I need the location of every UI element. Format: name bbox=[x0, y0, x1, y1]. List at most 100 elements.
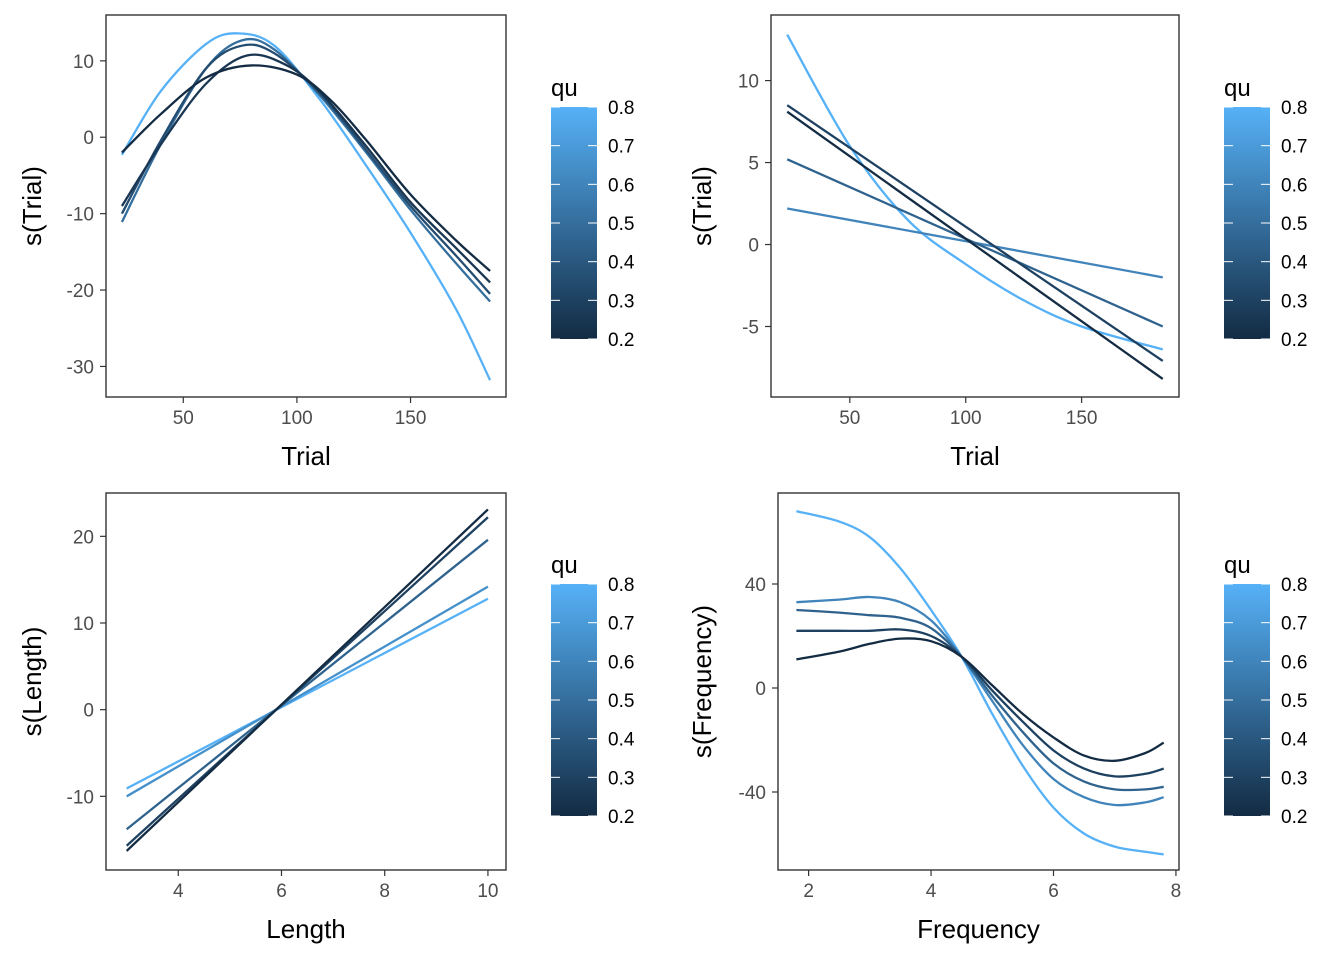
legend-label: 0.5 bbox=[608, 691, 634, 712]
x-tick-label: 4 bbox=[173, 881, 184, 902]
y-axis-title: s(Frequency) bbox=[687, 605, 717, 758]
legend-label: 0.5 bbox=[1281, 691, 1307, 712]
series-line-5 bbox=[125, 508, 489, 852]
legend-label: 0.7 bbox=[1281, 137, 1307, 158]
y-axis-title: s(Trial) bbox=[17, 166, 47, 246]
series-line-1 bbox=[126, 597, 489, 790]
x-tick-label: 150 bbox=[395, 408, 427, 429]
legend-label: 0.6 bbox=[608, 652, 634, 673]
legend-label: 0.5 bbox=[1281, 214, 1307, 235]
y-tick-label: 10 bbox=[73, 614, 94, 635]
series-line-3 bbox=[796, 608, 1164, 792]
y-tick-label: -30 bbox=[67, 357, 94, 378]
series-group bbox=[125, 508, 489, 852]
legend-label: 0.7 bbox=[608, 614, 634, 635]
legend-label: 0.7 bbox=[608, 137, 634, 158]
series-line-5 bbox=[786, 110, 1164, 380]
x-tick-label: 4 bbox=[926, 881, 937, 902]
x-tick-label: 100 bbox=[950, 408, 982, 429]
series-line-3 bbox=[786, 158, 1164, 328]
legend-colorbar: qu 0.8 0.7 0.6 0.5 0.4 0.3 0.2 bbox=[551, 552, 635, 828]
legend-label: 0.5 bbox=[608, 214, 634, 235]
series-line-1 bbox=[120, 32, 492, 381]
legend-label: 0.4 bbox=[608, 253, 635, 274]
legend-title: qu bbox=[551, 552, 578, 579]
panel-3: 4 6 8 10 20 10 0 -10 Length s(Length) qu 0.8 0.7 0.6 0… bbox=[17, 492, 635, 944]
legend-label: 0.8 bbox=[1281, 575, 1307, 596]
series-line-4 bbox=[120, 53, 491, 284]
legend-colorbar: qu 0.8 0.7 0.6 0.5 0.4 0.3 0.2 bbox=[1224, 552, 1308, 828]
x-tick-label: 100 bbox=[281, 408, 313, 429]
series-line-3 bbox=[120, 43, 491, 295]
legend-label: 0.3 bbox=[1281, 291, 1307, 312]
legend-label: 0.2 bbox=[608, 330, 634, 351]
series-line-1 bbox=[786, 34, 1164, 351]
legend-label: 0.6 bbox=[1281, 652, 1307, 673]
panel-border bbox=[105, 14, 507, 398]
y-tick-label: -40 bbox=[739, 783, 766, 804]
legend-colorbar: qu 0.8 0.7 0.6 0.5 0.4 0.3 0.2 bbox=[551, 75, 635, 351]
y-tick-label: 0 bbox=[748, 236, 759, 257]
x-axis-title: Trial bbox=[281, 441, 331, 471]
legend-label: 0.2 bbox=[1281, 330, 1307, 351]
x-tick-label: 2 bbox=[803, 881, 814, 902]
x-tick-label: 50 bbox=[839, 408, 860, 429]
series-line-4 bbox=[796, 628, 1165, 778]
y-tick-label: 0 bbox=[755, 679, 766, 700]
legend-label: 0.2 bbox=[608, 807, 634, 828]
legend-label: 0.3 bbox=[608, 768, 634, 789]
panel-4: 2 4 6 8 40 0 -40 Frequency s(Frequency) qu 0.8 0.7 0… bbox=[687, 492, 1308, 944]
y-tick-label: -20 bbox=[67, 281, 94, 302]
x-tick-label: 150 bbox=[1066, 408, 1098, 429]
legend-label: 0.4 bbox=[608, 730, 635, 751]
series-line-5 bbox=[796, 637, 1165, 763]
panel-2: 50 100 1501050-5Trials(Trial)qu0.80.70.60.… bbox=[687, 14, 1308, 471]
x-tick-label: 50 bbox=[173, 408, 194, 429]
legend-label: 0.3 bbox=[608, 291, 634, 312]
x-axis-title: Frequency bbox=[917, 914, 1040, 944]
x-tick-label: 6 bbox=[1048, 881, 1059, 902]
legend-label: 0.8 bbox=[608, 575, 634, 596]
x-tick-label: 10 bbox=[477, 881, 498, 902]
y-tick-label: 20 bbox=[73, 527, 94, 548]
legend-label: 0.4 bbox=[1281, 253, 1308, 274]
series-line-2 bbox=[796, 595, 1165, 807]
y-tick-label: -10 bbox=[67, 205, 94, 226]
y-axis-title: s(Trial) bbox=[687, 166, 717, 246]
legend-label: 0.8 bbox=[1281, 98, 1307, 119]
series-group bbox=[796, 510, 1165, 856]
legend-label: 0.3 bbox=[1281, 768, 1307, 789]
legend-title: qu bbox=[551, 75, 578, 102]
panel-border bbox=[777, 492, 1180, 871]
legend-label: 0.4 bbox=[1281, 730, 1308, 751]
y-tick-label: 10 bbox=[73, 52, 94, 73]
x-tick-label: 6 bbox=[276, 881, 287, 902]
x-tick-label: 8 bbox=[1171, 881, 1182, 902]
series-line-5 bbox=[121, 64, 491, 272]
x-axis-title: Length bbox=[266, 914, 346, 944]
y-tick-label: 0 bbox=[83, 128, 94, 149]
y-tick-label: 10 bbox=[738, 72, 759, 93]
x-tick-label: 8 bbox=[379, 881, 390, 902]
legend-label: 0.2 bbox=[1281, 807, 1307, 828]
y-tick-label: 5 bbox=[748, 154, 759, 175]
panel-1: 50 100 150100-10-20-30Trials(Trial)qu0.80.… bbox=[17, 14, 635, 471]
x-axis-title: Trial bbox=[950, 441, 1000, 471]
y-tick-label: 40 bbox=[745, 575, 766, 596]
y-axis-title: s(Length) bbox=[17, 627, 47, 737]
series-line-4 bbox=[786, 104, 1164, 362]
series-line-1 bbox=[796, 510, 1164, 856]
y-tick-label: 0 bbox=[83, 701, 94, 722]
panel-border bbox=[105, 492, 507, 871]
legend-label: 0.6 bbox=[608, 175, 634, 196]
legend-title: qu bbox=[1224, 552, 1251, 579]
series-line-2 bbox=[126, 585, 489, 798]
y-tick-label: -5 bbox=[742, 318, 759, 339]
legend-colorbar: qu 0.8 0.7 0.6 0.5 0.4 0.3 0.2 bbox=[1224, 75, 1308, 351]
panel-border bbox=[770, 14, 1180, 398]
legend-title: qu bbox=[1224, 75, 1251, 102]
legend-label: 0.8 bbox=[608, 98, 634, 119]
legend-label: 0.6 bbox=[1281, 175, 1307, 196]
series-line-3 bbox=[125, 538, 489, 831]
